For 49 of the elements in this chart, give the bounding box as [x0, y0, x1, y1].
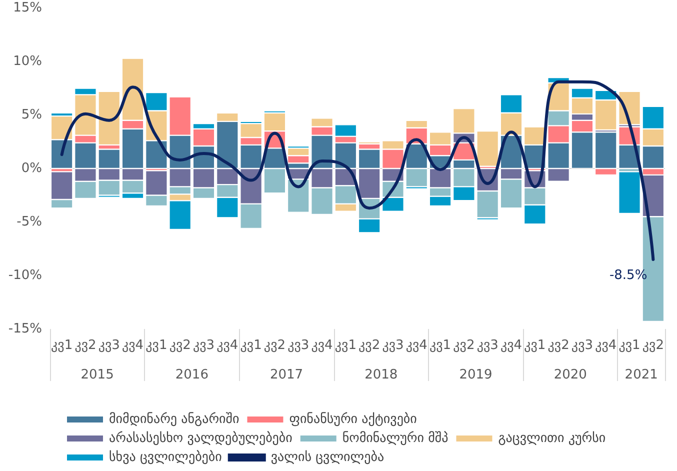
x-tick-label: კვ3: [382, 338, 404, 353]
x-tick-label: კვ2: [642, 338, 664, 353]
y-tick-label: -15%: [8, 322, 42, 336]
x-tick-label: კვ4: [595, 338, 617, 353]
legend-label: სხვა ცვლილებები: [109, 450, 222, 465]
y-tick-label: 10%: [13, 54, 42, 69]
legend-label: ნომინალური მშპ: [342, 431, 448, 446]
y-tick-label: 15%: [13, 0, 42, 16]
x-tick-label: კვ1: [430, 338, 452, 353]
text: 2020: [554, 368, 587, 382]
text: 2015: [80, 368, 114, 382]
x-tick-label: კვ4: [311, 338, 333, 353]
text: 2019: [459, 368, 492, 382]
y-tick-label: -5%: [16, 214, 42, 230]
x-tick-label: კვ3: [571, 338, 593, 353]
legend-label: მიმდინარე ანგარიში: [109, 412, 240, 427]
y-tick-label: 5%: [21, 108, 42, 122]
data-label: -8.5%: [609, 268, 648, 283]
y-tick-label: 0%: [21, 161, 42, 176]
legend-label: არასასესხო ვალდებულებები: [109, 431, 293, 446]
text: 2018: [364, 368, 398, 382]
x-tick-label: კვ1: [334, 338, 356, 353]
text: 2017: [270, 368, 304, 382]
x-tick-label: კვ1: [146, 338, 168, 353]
y-tick-label: -10%: [8, 268, 42, 283]
x-tick-label: კვ3: [192, 338, 215, 353]
x-tick-label: კვ2: [74, 338, 96, 353]
x-tick-label: კვ2: [548, 338, 570, 353]
legend-label: გაცვლითი კურსი: [498, 431, 606, 446]
x-tick-label: კვ1: [51, 338, 73, 353]
x-tick-label: კვ1: [618, 338, 640, 353]
text: 2021: [624, 368, 658, 382]
x-tick-label: კვ1: [524, 338, 546, 353]
x-tick-label: კვ4: [406, 338, 428, 353]
x-tick-label: კვ4: [122, 338, 144, 353]
x-tick-label: კვ2: [169, 338, 191, 353]
x-tick-label: კვ2: [453, 338, 475, 353]
x-tick-label: კვ4: [216, 338, 238, 353]
x-tick-label: კვ2: [358, 338, 380, 353]
legend-label: ვალის ცვლილება: [270, 450, 384, 465]
line-series: [60, 80, 655, 261]
text: 2016: [175, 368, 208, 382]
legend-label: ფინანსური აქტივები: [289, 412, 418, 427]
x-tick-label: კვ3: [288, 338, 310, 353]
x-tick-label: კვ3: [98, 338, 120, 353]
x-tick-label: კვ2: [264, 338, 286, 353]
x-tick-label: კვ4: [500, 338, 522, 353]
x-tick-label: კვ3: [476, 338, 498, 353]
x-tick-label: კვ1: [240, 338, 262, 353]
